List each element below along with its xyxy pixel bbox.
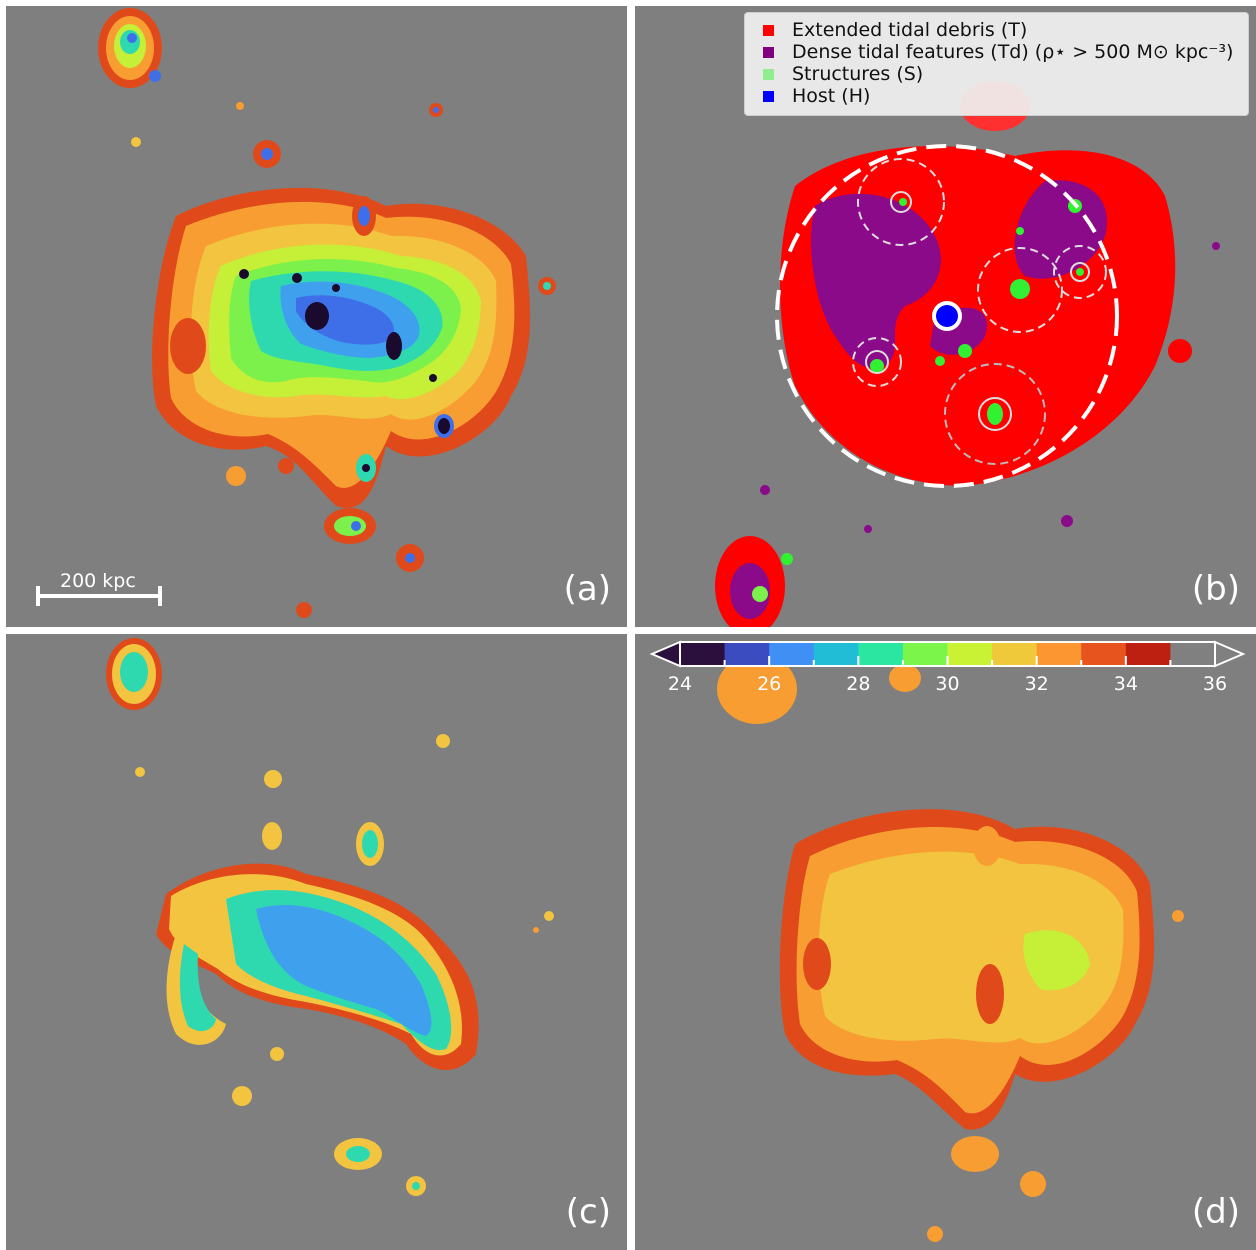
panel-d-image: 24 26 28 30 32 34 36: [649, 640, 1246, 1242]
colorbar: 24 26 28 30 32 34 36: [649, 640, 1246, 695]
colorbar-segment: [947, 642, 993, 666]
panel-label-b: (b): [1191, 569, 1240, 609]
panel-label-a: (a): [563, 569, 611, 609]
colorbar-segment: [813, 642, 859, 666]
panel-c-image: [106, 638, 554, 1196]
legend-label: Dense tidal features (Td) (ρ⋆ > 500 M⊙ k…: [792, 41, 1234, 63]
colorbar-tick-label: 36: [1203, 673, 1227, 695]
legend-item: Structures (S): [763, 63, 1248, 85]
legend-label: Structures (S): [792, 63, 924, 85]
colorbar-extend-low: [649, 640, 681, 668]
colorbar-segment: [992, 642, 1038, 666]
scale-bar: [36, 586, 162, 606]
dense-tidal-feature: [811, 193, 941, 369]
scale-bar-label: 200 kpc: [60, 570, 136, 592]
legend-label: Extended tidal debris (T): [792, 19, 1028, 41]
colorbar-segment: [680, 642, 726, 666]
structure-marker: [1010, 279, 1030, 299]
colorbar-segment: [1125, 642, 1171, 666]
colorbar-tick-label: 26: [757, 673, 781, 695]
colorbar-segment: [1081, 642, 1127, 666]
legend-swatch: [763, 68, 774, 80]
legend-item: Host (H): [763, 85, 1248, 107]
colorbar-tick-label: 32: [1025, 673, 1049, 695]
legend-swatch: [763, 90, 774, 102]
panel-label-d: (d): [1191, 1192, 1240, 1232]
colorbar-segment: [1036, 642, 1082, 666]
legend-item: Extended tidal debris (T): [763, 19, 1248, 41]
panel-b-image: [715, 81, 1220, 627]
colorbar-segment: [902, 642, 948, 666]
panel-label-c: (c): [565, 1192, 611, 1232]
colorbar-segment: [1170, 642, 1216, 666]
colorbar-tick-label: 34: [1114, 673, 1138, 695]
legend-item: Dense tidal features (Td) (ρ⋆ > 500 M⊙ k…: [763, 41, 1248, 63]
colorbar-tick-label: 28: [846, 673, 870, 695]
host-radius-circle: [775, 144, 1119, 488]
colorbar-segment: [724, 642, 770, 666]
panel-c: (c): [6, 634, 627, 1250]
panel-b: Extended tidal debris (T) Dense tidal fe…: [635, 6, 1256, 627]
colorbar-extend-high: [1214, 640, 1246, 668]
colorbar-tick-label: 24: [668, 673, 692, 695]
panel-a: 200 kpc (a): [6, 6, 627, 627]
legend-swatch: [763, 24, 774, 36]
colorbar-tick-label: 30: [935, 673, 959, 695]
legend-label: Host (H): [792, 85, 871, 107]
colorbar-segment: [858, 642, 904, 666]
panel-d: 24 26 28 30 32 34 36 (d): [635, 634, 1256, 1250]
panel-a-image: [98, 8, 556, 618]
legend: Extended tidal debris (T) Dense tidal fe…: [744, 12, 1249, 116]
legend-swatch: [763, 46, 774, 58]
colorbar-segment: [769, 642, 815, 666]
